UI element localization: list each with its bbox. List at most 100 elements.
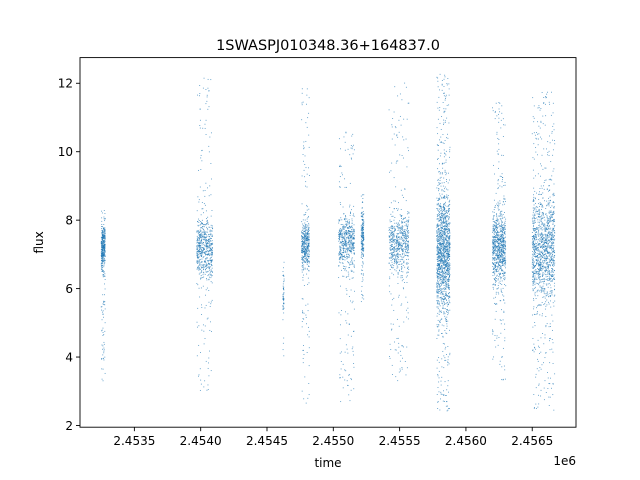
data-point <box>443 278 445 280</box>
data-point <box>498 209 499 211</box>
data-point <box>363 224 365 226</box>
data-point <box>363 238 365 240</box>
data-point <box>407 235 409 237</box>
data-point <box>442 273 443 275</box>
data-point <box>338 253 340 255</box>
data-point <box>403 231 404 233</box>
data-point <box>500 332 502 334</box>
data-point <box>437 225 439 227</box>
data-point <box>354 290 355 292</box>
data-point <box>362 212 364 214</box>
data-point <box>203 276 205 278</box>
data-point <box>448 88 450 90</box>
data-point <box>393 235 394 237</box>
data-point <box>439 218 441 220</box>
data-point <box>361 244 363 246</box>
data-point <box>441 268 443 270</box>
data-point <box>497 291 499 293</box>
data-point <box>494 242 496 244</box>
data-point <box>441 269 443 271</box>
data-point <box>437 80 439 82</box>
data-point <box>209 266 211 268</box>
data-point <box>208 362 209 364</box>
data-point <box>440 285 442 287</box>
data-point <box>396 250 398 252</box>
data-point <box>307 247 309 249</box>
data-point <box>209 258 211 260</box>
data-point <box>306 262 308 264</box>
data-point <box>103 228 105 230</box>
data-point <box>351 240 353 242</box>
data-point <box>447 241 449 243</box>
data-point <box>393 255 395 257</box>
data-point <box>104 283 105 285</box>
data-point <box>211 270 213 272</box>
data-point <box>400 243 401 245</box>
data-point <box>347 220 348 222</box>
data-point <box>101 233 103 235</box>
data-point <box>352 247 354 249</box>
data-point <box>339 261 340 263</box>
data-point <box>393 274 395 276</box>
data-point <box>393 250 395 252</box>
data-point <box>438 264 440 266</box>
data-point <box>444 231 446 233</box>
data-point <box>443 276 445 278</box>
data-point <box>397 276 399 278</box>
data-point <box>503 310 505 312</box>
data-point <box>400 304 402 306</box>
data-point <box>406 255 408 256</box>
data-point <box>203 77 205 79</box>
data-point <box>201 253 203 255</box>
data-point <box>208 264 210 266</box>
data-point <box>202 257 204 259</box>
data-point <box>197 250 199 252</box>
data-point <box>493 297 495 299</box>
data-point <box>206 258 208 259</box>
data-point <box>437 144 439 146</box>
data-point <box>308 242 310 244</box>
data-point <box>440 246 442 248</box>
data-point <box>205 239 207 241</box>
data-point <box>500 240 502 241</box>
data-point <box>353 246 354 248</box>
data-point <box>492 227 494 229</box>
data-point <box>449 156 450 158</box>
data-point <box>494 205 496 207</box>
data-point <box>497 284 499 286</box>
data-point <box>492 247 494 249</box>
data-point <box>394 262 396 264</box>
data-point <box>447 254 449 256</box>
data-point <box>344 248 346 250</box>
data-point <box>304 155 306 157</box>
data-point <box>501 262 503 263</box>
data-point <box>442 270 444 272</box>
data-point <box>202 247 204 249</box>
data-point <box>206 266 208 268</box>
data-point <box>302 262 303 264</box>
data-point <box>363 236 365 238</box>
data-point <box>436 285 438 287</box>
data-point <box>449 179 450 181</box>
data-point <box>360 229 362 231</box>
data-point <box>503 232 505 234</box>
data-point <box>443 394 445 396</box>
data-point <box>448 104 450 106</box>
data-point <box>349 264 351 265</box>
data-point <box>206 238 207 240</box>
data-point <box>393 208 395 210</box>
data-point <box>211 228 213 230</box>
data-point <box>446 137 447 139</box>
data-point <box>437 118 439 120</box>
data-point <box>400 270 402 272</box>
data-point <box>103 357 104 359</box>
data-point <box>199 119 201 121</box>
data-point <box>353 265 355 267</box>
data-point <box>204 233 206 234</box>
data-point <box>436 254 438 256</box>
data-point <box>339 249 341 251</box>
data-point <box>439 179 441 181</box>
data-point <box>440 256 441 258</box>
data-point <box>394 144 396 146</box>
data-point <box>445 332 447 334</box>
